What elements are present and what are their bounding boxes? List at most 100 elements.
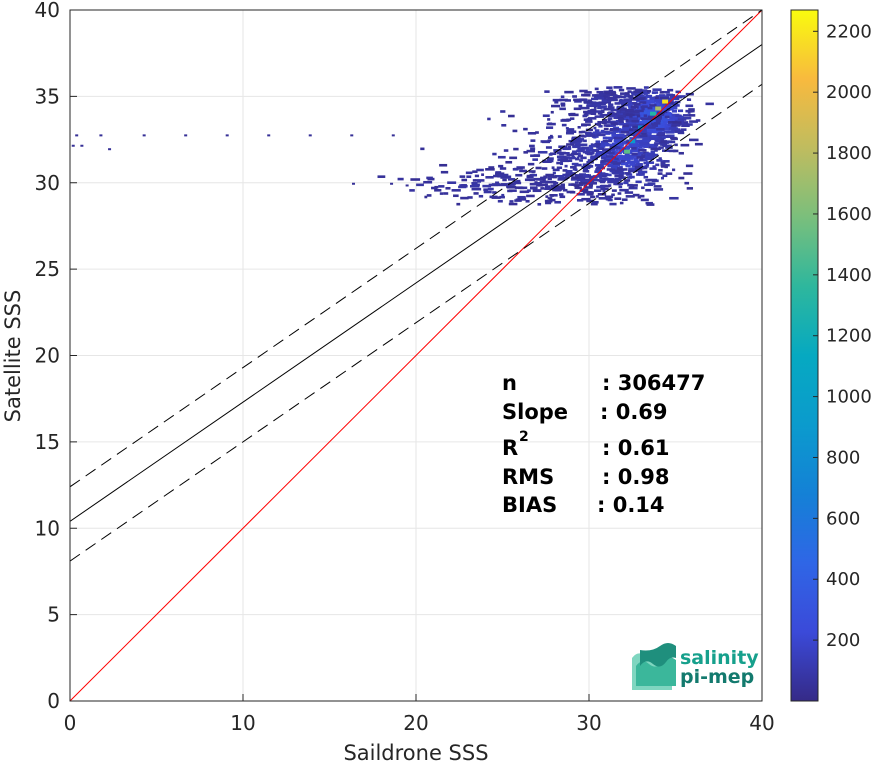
density-cell: [610, 108, 619, 112]
density-cell: [639, 111, 643, 115]
density-cell: [614, 172, 625, 175]
density-cell: [595, 168, 602, 171]
density-cell: [594, 122, 598, 126]
density-cell: [492, 152, 497, 156]
density-cell: [672, 94, 676, 97]
density-cell: [629, 163, 640, 166]
density-cell: [473, 183, 480, 187]
density-cell: [632, 125, 639, 129]
density-cell: [588, 180, 595, 183]
density-cell: [620, 160, 626, 163]
density-cell: [639, 134, 648, 137]
density-cell: [507, 178, 516, 181]
density-cell: [666, 97, 675, 101]
density-cell: [666, 140, 676, 144]
density-cell: [652, 91, 657, 95]
density-cell: [586, 193, 594, 196]
density-cell: [638, 170, 648, 174]
stats-rms-label: RMS: [502, 465, 554, 489]
density-cell: [602, 118, 608, 122]
density-cell: [597, 152, 602, 156]
density-cell: [619, 113, 627, 116]
density-cell: [587, 117, 597, 120]
density-cell: [530, 186, 538, 190]
density-cell: [576, 192, 585, 196]
density-cell: [532, 158, 538, 161]
density-cell: [545, 195, 549, 198]
density-cell: [648, 178, 658, 182]
density-cell: [525, 199, 530, 203]
density-cell: [598, 97, 605, 100]
density-cell: [682, 116, 692, 120]
density-cell: [596, 90, 604, 94]
density-cell: [459, 175, 466, 178]
density-cell: [575, 157, 580, 161]
density-cell: [589, 146, 594, 150]
density-cell: [603, 124, 610, 127]
density-cell: [634, 88, 643, 92]
density-cell: [590, 195, 596, 199]
density-cell: [576, 199, 584, 202]
density-cell: [605, 132, 611, 135]
density-cell: [547, 177, 552, 181]
density-cell: [487, 187, 494, 191]
density-cell: [657, 139, 663, 142]
density-cell: [617, 114, 627, 118]
density-cell: [581, 174, 588, 177]
density-cell: [579, 183, 584, 187]
outlier-point: [267, 134, 271, 137]
density-cell: [508, 189, 517, 192]
density-cell: [613, 182, 622, 186]
density-cell: [620, 95, 626, 99]
density-cell: [631, 165, 637, 168]
density-cell: [447, 181, 457, 184]
density-cell: [617, 192, 622, 195]
density-cell: [628, 169, 638, 173]
stats-slope-label: Slope: [502, 400, 568, 424]
y-tick-labels: 0 5 10 15 20 25 30 35 40: [35, 0, 77, 713]
density-cell: [607, 150, 612, 154]
density-cell: [579, 189, 585, 193]
density-cell: [552, 171, 556, 175]
density-hotspot: [655, 106, 662, 111]
density-cell: [627, 183, 633, 187]
density-cell: [641, 154, 646, 157]
density-cell: [507, 182, 515, 186]
density-cell: [645, 163, 650, 167]
density-cell: [608, 111, 614, 114]
density-cell: [651, 157, 655, 160]
density-cell: [570, 178, 579, 181]
density-cell: [491, 196, 501, 199]
y-tick-label: 20: [35, 344, 60, 368]
density-cell: [668, 149, 676, 153]
density-cell: [545, 146, 552, 149]
density-cell: [416, 183, 424, 187]
density-cell: [645, 179, 650, 182]
density-cell: [658, 132, 666, 135]
density-cell: [674, 143, 678, 147]
density-cell: [600, 130, 610, 134]
density-cell: [551, 166, 555, 169]
density-cell: [629, 128, 634, 132]
density-cell: [554, 100, 559, 104]
density-cell: [694, 142, 703, 146]
density-cell: [513, 147, 519, 151]
density-cell: [673, 125, 677, 129]
density-cell: [600, 187, 609, 191]
density-cell: [622, 113, 627, 116]
density-cell: [658, 100, 664, 104]
density-cell: [587, 159, 594, 162]
density-cell: [633, 157, 639, 161]
density-cell: [600, 160, 607, 163]
density-cell: [516, 179, 521, 183]
density-cell: [654, 149, 658, 152]
density-cell: [644, 128, 651, 132]
density-cell: [602, 189, 606, 193]
density-cell: [620, 92, 629, 95]
density-cell: [609, 131, 617, 135]
colorbar-tick-label: 400: [826, 569, 860, 590]
outlier-point: [308, 134, 312, 137]
density-cell: [535, 166, 542, 170]
density-cell: [550, 110, 554, 114]
stats-r2-label: R: [502, 436, 518, 460]
